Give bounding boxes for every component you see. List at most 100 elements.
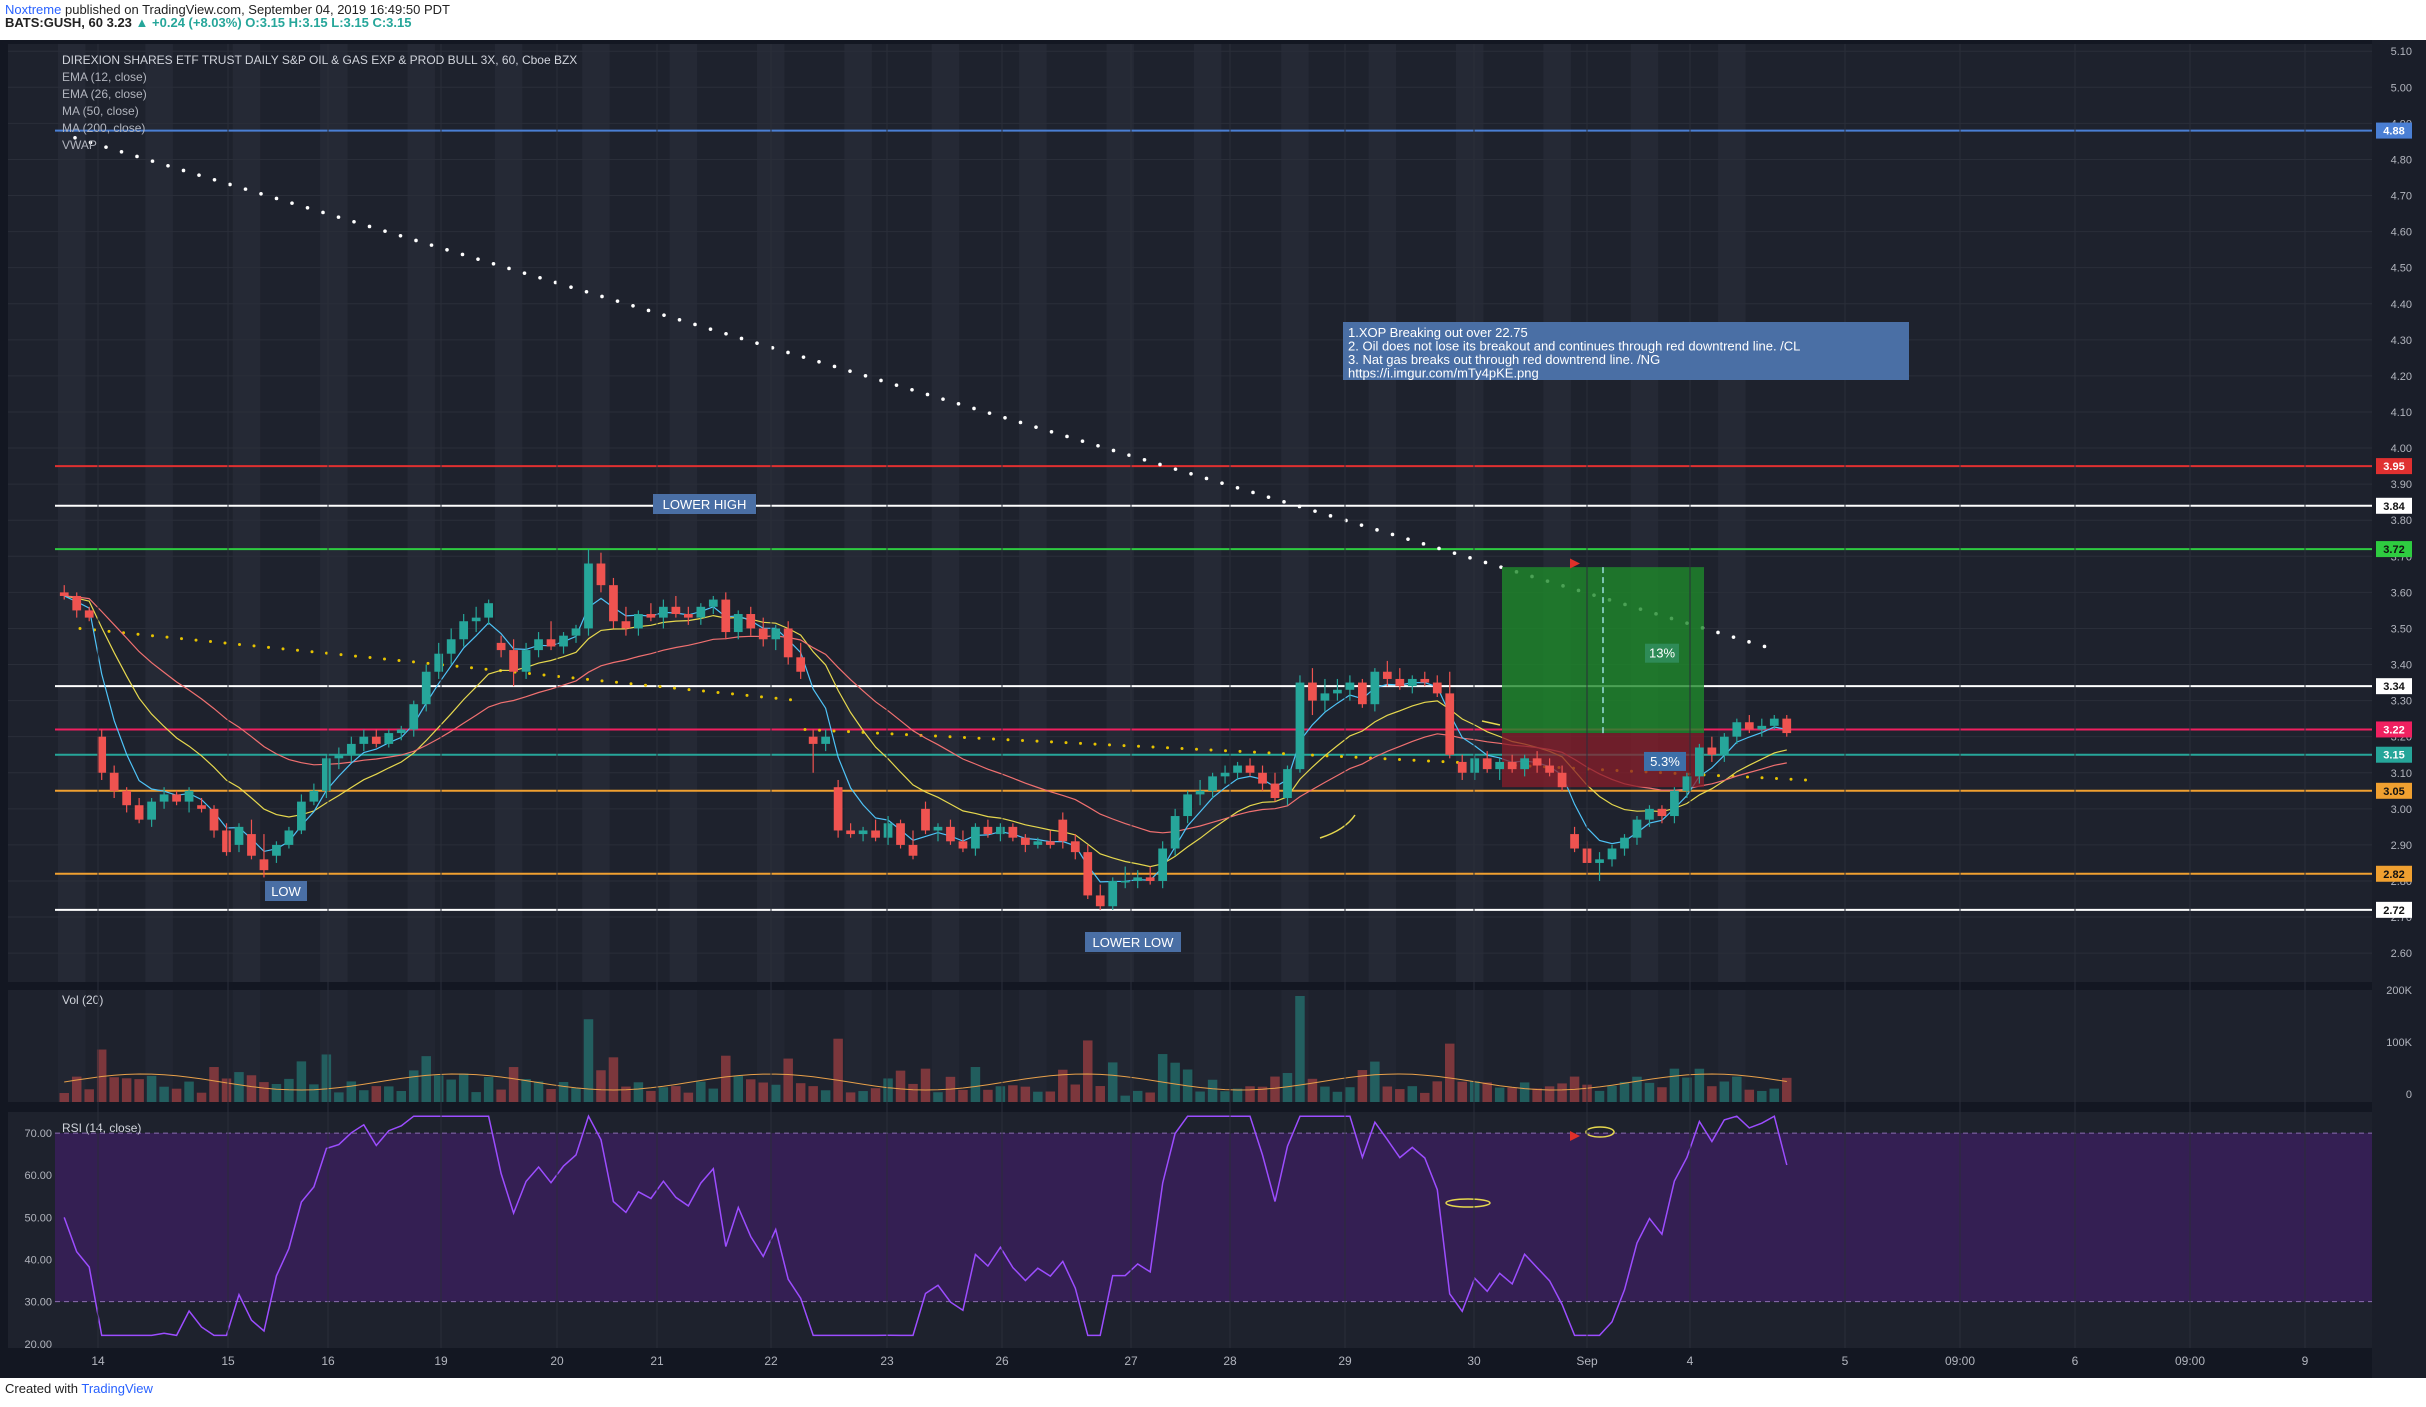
candle-body bbox=[371, 736, 381, 744]
volume-bar bbox=[121, 1078, 132, 1102]
ma200-dot bbox=[1468, 556, 1472, 560]
candle-body bbox=[1333, 689, 1342, 694]
x-tick-label: 6 bbox=[2072, 1354, 2079, 1368]
vwap-dot bbox=[1354, 755, 1358, 759]
ma200-dot bbox=[1189, 472, 1193, 476]
vwap-dot bbox=[267, 645, 270, 649]
y-tick-label: 3.30 bbox=[2391, 696, 2412, 708]
x-tick-label: 09:00 bbox=[1945, 1354, 1975, 1368]
candle-body bbox=[971, 826, 980, 849]
candle-body bbox=[1532, 758, 1542, 766]
candle-body bbox=[534, 639, 543, 651]
vwap-dot bbox=[194, 638, 198, 642]
tradingview-logo-link[interactable]: TradingView bbox=[81, 1381, 153, 1396]
profit-pct-label: 13% bbox=[1649, 646, 1675, 661]
rsi-tick-label: 60.00 bbox=[24, 1170, 52, 1182]
candle-body bbox=[821, 736, 831, 744]
change-text: ▲ +0.24 (+8.03%) bbox=[135, 15, 242, 30]
candle-body bbox=[634, 614, 643, 629]
ma200-dot bbox=[863, 374, 868, 378]
volume-bar bbox=[96, 1049, 107, 1102]
volume-ma-line bbox=[64, 1073, 1787, 1091]
level-tag-label: 3.22 bbox=[2383, 724, 2404, 736]
session-band bbox=[145, 990, 173, 1102]
candle-body bbox=[721, 599, 731, 633]
candle-body bbox=[1045, 841, 1055, 845]
vwap-dot bbox=[1775, 777, 1778, 781]
vwap-dot bbox=[600, 679, 604, 683]
y-tick-label: 4.60 bbox=[2391, 227, 2412, 239]
candle-body bbox=[1445, 693, 1455, 755]
session-band bbox=[1281, 44, 1309, 982]
level-tag-label: 2.72 bbox=[2383, 905, 2404, 917]
candle-body bbox=[1632, 819, 1642, 838]
vwap-dot bbox=[1340, 755, 1343, 759]
vwap-dot bbox=[1746, 775, 1749, 779]
x-tick-label: 23 bbox=[880, 1354, 894, 1368]
volume-bar bbox=[870, 1088, 881, 1102]
ma200-dot bbox=[274, 196, 279, 201]
candle-body bbox=[1270, 783, 1280, 799]
volume-bar bbox=[1357, 1070, 1368, 1102]
x-tick-label: 28 bbox=[1223, 1354, 1237, 1368]
candle-body bbox=[1570, 834, 1579, 849]
candle-body bbox=[1595, 859, 1604, 863]
candle-body bbox=[1657, 808, 1667, 817]
candle-body bbox=[883, 823, 893, 838]
volume-bar bbox=[845, 1092, 856, 1102]
vwap-dot bbox=[760, 695, 763, 699]
volume-bar bbox=[259, 1082, 269, 1102]
vwap-dot bbox=[571, 676, 575, 680]
volume-bar bbox=[84, 1089, 94, 1102]
vwap-dot bbox=[890, 732, 894, 736]
candle-body bbox=[871, 830, 880, 838]
vwap-dot bbox=[1079, 741, 1082, 745]
level-tag bbox=[2376, 721, 2412, 738]
volume-bar bbox=[770, 1084, 781, 1102]
volume-bar bbox=[296, 1061, 307, 1102]
session-band bbox=[407, 990, 435, 1102]
ma200-dot bbox=[181, 168, 186, 173]
vwap-dot bbox=[397, 658, 401, 662]
candle-body bbox=[1769, 718, 1779, 726]
vwap-dot bbox=[716, 690, 720, 694]
ma200-dot bbox=[925, 392, 930, 397]
candle-body bbox=[1557, 772, 1567, 788]
vwap-dot bbox=[325, 651, 328, 655]
volume-bar bbox=[1320, 1086, 1330, 1102]
volume-bar bbox=[1332, 1091, 1343, 1102]
candle-body bbox=[1345, 682, 1355, 690]
ma200-dot bbox=[119, 150, 124, 154]
ma200-dot bbox=[615, 299, 620, 303]
volume-bar bbox=[1220, 1091, 1230, 1102]
vwap-dot bbox=[296, 648, 299, 652]
author-link[interactable]: Noxtreme bbox=[5, 2, 62, 17]
volume-bar bbox=[1307, 1078, 1318, 1102]
candle-body bbox=[1133, 877, 1143, 881]
ma200-dot bbox=[1034, 425, 1038, 429]
ma200-dot bbox=[755, 341, 759, 345]
vwap-dot bbox=[354, 654, 357, 658]
vwap-dot bbox=[223, 641, 227, 645]
candle-body bbox=[1732, 722, 1742, 737]
vwap-dot bbox=[803, 727, 807, 731]
ma200-dot bbox=[1111, 448, 1116, 453]
header-line-2: BATS:GUSH, 60 3.23 ▲ +0.24 (+8.03%) O:3.… bbox=[5, 15, 411, 30]
y-tick-label: 4.30 bbox=[2391, 335, 2412, 347]
session-band bbox=[1368, 44, 1397, 982]
ma200-dot bbox=[801, 355, 806, 359]
ma200-dot bbox=[1328, 514, 1333, 518]
volume-bar bbox=[1145, 1092, 1155, 1102]
x-tick-label: 27 bbox=[1124, 1354, 1138, 1368]
rsi-pane-label: RSI (14, close) bbox=[62, 1121, 141, 1135]
ma200-dot bbox=[336, 215, 341, 219]
session-band bbox=[407, 44, 435, 982]
session-band bbox=[232, 990, 261, 1102]
volume-pane bbox=[8, 990, 2372, 1102]
candle-body bbox=[1520, 758, 1530, 770]
volume-bar bbox=[471, 1092, 481, 1102]
level-tag bbox=[2376, 541, 2412, 558]
candle-body bbox=[1682, 776, 1692, 791]
candle-body bbox=[1457, 761, 1467, 773]
